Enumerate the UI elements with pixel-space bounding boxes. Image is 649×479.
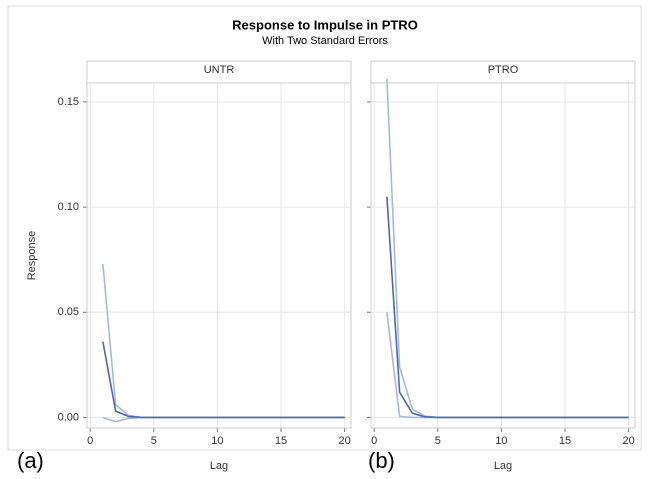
x-tick-label: 15 (275, 435, 287, 447)
x-axis-label: Lag (210, 460, 228, 472)
panel-title: PTRO (488, 64, 519, 76)
x-tick-label: 0 (87, 435, 93, 447)
x-tick-label: 15 (559, 435, 571, 447)
series-line (102, 263, 345, 419)
series-line (102, 341, 345, 419)
x-tick-label: 5 (435, 435, 441, 447)
series-line (386, 196, 629, 419)
series-line (386, 78, 629, 419)
y-tick-label: 0.00 (58, 411, 79, 423)
y-tick-label: 0.05 (58, 306, 79, 318)
y-axis-label: Response (26, 231, 38, 281)
figure-border (7, 5, 642, 451)
panel-title: UNTR (204, 64, 235, 76)
plot-frame (86, 82, 352, 429)
x-tick-label: 10 (211, 435, 223, 447)
x-tick-label: 10 (495, 435, 507, 447)
y-tick-label: 0.15 (58, 96, 79, 108)
x-tick-label: 20 (623, 435, 635, 447)
panel-annotation: (a) (17, 448, 44, 473)
y-tick-label: 0.10 (58, 201, 79, 213)
panel-annotation: (b) (368, 448, 395, 473)
series-line (386, 312, 629, 419)
x-tick-label: 0 (371, 435, 377, 447)
chart-subtitle: With Two Standard Errors (262, 35, 388, 47)
x-tick-label: 5 (151, 435, 157, 447)
x-tick-label: 20 (339, 435, 351, 447)
x-axis-label: Lag (494, 460, 512, 472)
chart-title: Response to Impulse in PTRO (232, 17, 418, 32)
plot-frame (370, 82, 636, 429)
